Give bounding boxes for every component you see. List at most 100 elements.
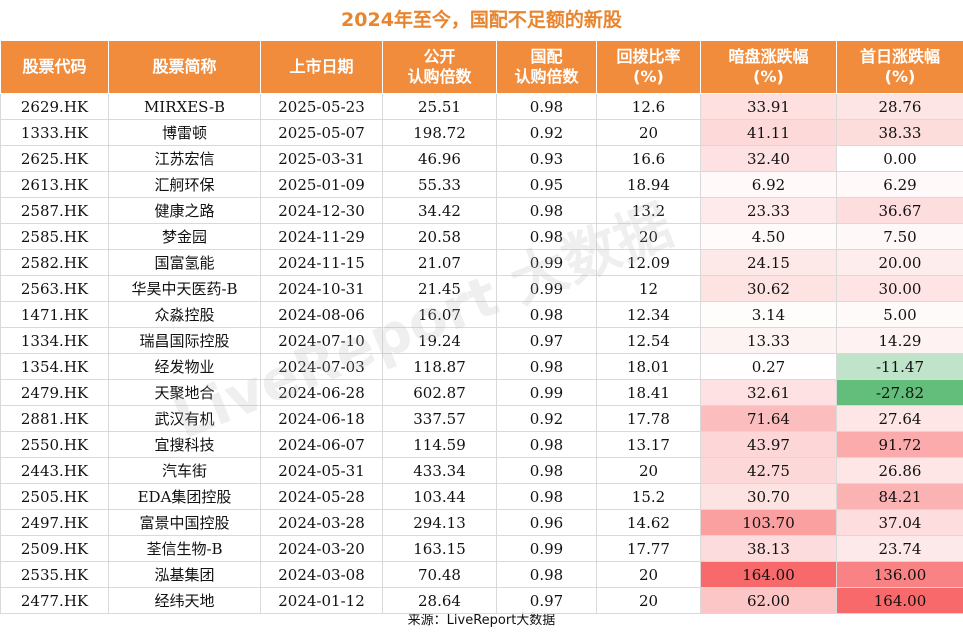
- first-day-change-cell: 27.64: [836, 405, 963, 432]
- stock-name-cell: EDA集团控股: [108, 483, 261, 510]
- grey-market-change-cell: 33.91: [700, 93, 837, 120]
- stock-name-cell: 经发物业: [108, 353, 261, 380]
- table-row: 2477.HK 经纬天地 2024-01-12 28.64 0.97 20 62.00 164…: [0, 587, 963, 614]
- clawback-ratio-cell: 12.54: [596, 327, 701, 354]
- stock-code-cell: 2535.HK: [0, 561, 109, 588]
- first-day-change-cell: 84.21: [836, 483, 963, 510]
- listing-date-cell: 2024-05-28: [260, 483, 383, 510]
- placing-subscription-cell: 0.97: [496, 327, 597, 354]
- grey-market-change-cell: 43.97: [700, 431, 837, 458]
- column-header-label: 上市日期: [289, 57, 354, 76]
- column-header: 暗盘涨跌幅 (%): [700, 40, 837, 94]
- listing-date-cell: 2024-03-08: [260, 561, 383, 588]
- grey-market-change-cell: 32.40: [700, 145, 837, 172]
- column-header-label: 股票代码: [22, 57, 87, 76]
- table-row: 2563.HK 华昊中天医药-B 2024-10-31 21.45 0.99 12 30.6…: [0, 275, 963, 302]
- column-header: 回拨比率 (%): [596, 40, 701, 94]
- stock-code-cell: 2563.HK: [0, 275, 109, 302]
- clawback-ratio-cell: 20: [596, 561, 701, 588]
- table-row: 2550.HK 宜搜科技 2024-06-07 114.59 0.98 13.17 43.9…: [0, 431, 963, 458]
- grey-market-change-cell: 6.92: [700, 171, 837, 198]
- first-day-change-cell: 14.29: [836, 327, 963, 354]
- stock-code-cell: 2479.HK: [0, 379, 109, 406]
- stock-name-cell: 经纬天地: [108, 587, 261, 614]
- stock-code-cell: 2497.HK: [0, 509, 109, 536]
- table-row: 2509.HK 荃信生物-B 2024-03-20 163.15 0.99 17.77 38…: [0, 535, 963, 562]
- grey-market-change-cell: 103.70: [700, 509, 837, 536]
- public-subscription-cell: 16.07: [382, 301, 497, 328]
- first-day-change-cell: 136.00: [836, 561, 963, 588]
- first-day-change-cell: 91.72: [836, 431, 963, 458]
- table-row: 2629.HK MIRXES-B 2025-05-23 25.51 0.98 12.6 33…: [0, 93, 963, 120]
- column-header-label: 公开: [423, 47, 456, 66]
- column-header: 股票简称: [108, 40, 261, 94]
- table-title: 2024年至今，国配不足额的新股: [341, 9, 622, 31]
- stock-code-cell: 1471.HK: [0, 301, 109, 328]
- placing-subscription-cell: 0.98: [496, 301, 597, 328]
- first-day-change-cell: 20.00: [836, 249, 963, 276]
- placing-subscription-cell: 0.98: [496, 431, 597, 458]
- stock-name-cell: MIRXES-B: [108, 93, 261, 120]
- first-day-change-cell: 6.29: [836, 171, 963, 198]
- listing-date-cell: 2024-11-29: [260, 223, 383, 250]
- placing-subscription-cell: 0.98: [496, 197, 597, 224]
- clawback-ratio-cell: 13.2: [596, 197, 701, 224]
- first-day-change-cell: 38.33: [836, 119, 963, 146]
- public-subscription-cell: 433.34: [382, 457, 497, 484]
- grey-market-change-cell: 30.70: [700, 483, 837, 510]
- clawback-ratio-cell: 20: [596, 587, 701, 614]
- clawback-ratio-cell: 20: [596, 223, 701, 250]
- clawback-ratio-cell: 20: [596, 457, 701, 484]
- table-row: 2443.HK 汽车街 2024-05-31 433.34 0.98 20 42.75 26.…: [0, 457, 963, 484]
- grey-market-change-cell: 30.62: [700, 275, 837, 302]
- listing-date-cell: 2024-07-10: [260, 327, 383, 354]
- table-row: 2613.HK 汇舸环保 2025-01-09 55.33 0.95 18.94 6.92 6…: [0, 171, 963, 198]
- stock-name-cell: 健康之路: [108, 197, 261, 224]
- clawback-ratio-cell: 12: [596, 275, 701, 302]
- clawback-ratio-cell: 17.78: [596, 405, 701, 432]
- column-header-label: 国配: [530, 47, 563, 66]
- grey-market-change-cell: 23.33: [700, 197, 837, 224]
- column-header-label: (%): [753, 67, 784, 86]
- stock-code-cell: 1354.HK: [0, 353, 109, 380]
- stock-name-cell: 梦金园: [108, 223, 261, 250]
- listing-date-cell: 2024-10-31: [260, 275, 383, 302]
- public-subscription-cell: 70.48: [382, 561, 497, 588]
- ipo-table: 股票代码 股票简称 上市日期 公开 认购倍数 国配 认购倍数 回拨比率 (%) 暗盘涨跌幅 (%) 首…: [0, 40, 963, 614]
- first-day-change-cell: 37.04: [836, 509, 963, 536]
- public-subscription-cell: 28.64: [382, 587, 497, 614]
- table-row: 2497.HK 富景中国控股 2024-03-28 294.13 0.96 14.62 10…: [0, 509, 963, 536]
- stock-code-cell: 2550.HK: [0, 431, 109, 458]
- public-subscription-cell: 21.45: [382, 275, 497, 302]
- clawback-ratio-cell: 18.41: [596, 379, 701, 406]
- stock-code-cell: 2881.HK: [0, 405, 109, 432]
- column-header-label: 首日涨跌幅: [859, 47, 940, 66]
- stock-name-cell: 华昊中天医药-B: [108, 275, 261, 302]
- placing-subscription-cell: 0.99: [496, 379, 597, 406]
- listing-date-cell: 2024-12-30: [260, 197, 383, 224]
- clawback-ratio-cell: 12.6: [596, 93, 701, 120]
- placing-subscription-cell: 0.99: [496, 535, 597, 562]
- stock-name-cell: 泓基集团: [108, 561, 261, 588]
- clawback-ratio-cell: 18.01: [596, 353, 701, 380]
- public-subscription-cell: 118.87: [382, 353, 497, 380]
- column-header-label: 认购倍数: [514, 67, 579, 86]
- public-subscription-cell: 34.42: [382, 197, 497, 224]
- stock-code-cell: 1333.HK: [0, 119, 109, 146]
- column-header-label: 暗盘涨跌幅: [728, 47, 809, 66]
- public-subscription-cell: 20.58: [382, 223, 497, 250]
- stock-name-cell: 博雷顿: [108, 119, 261, 146]
- clawback-ratio-cell: 17.77: [596, 535, 701, 562]
- public-subscription-cell: 25.51: [382, 93, 497, 120]
- first-day-change-cell: -27.82: [836, 379, 963, 406]
- grey-market-change-cell: 3.14: [700, 301, 837, 328]
- public-subscription-cell: 55.33: [382, 171, 497, 198]
- grey-market-change-cell: 42.75: [700, 457, 837, 484]
- clawback-ratio-cell: 18.94: [596, 171, 701, 198]
- public-subscription-cell: 114.59: [382, 431, 497, 458]
- table-body: 2629.HK MIRXES-B 2025-05-23 25.51 0.98 12.6 33…: [0, 93, 963, 614]
- column-header: 公开 认购倍数: [382, 40, 497, 94]
- placing-subscription-cell: 0.92: [496, 405, 597, 432]
- first-day-change-cell: 5.00: [836, 301, 963, 328]
- clawback-ratio-cell: 14.62: [596, 509, 701, 536]
